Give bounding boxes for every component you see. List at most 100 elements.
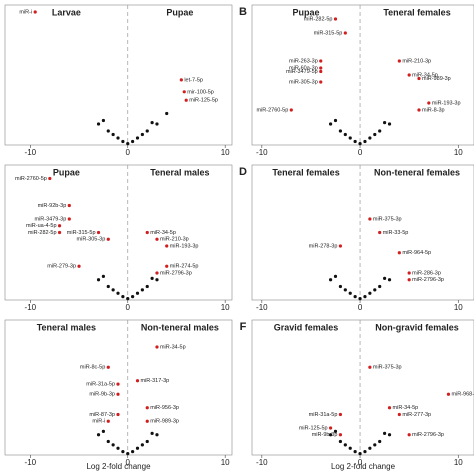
point xyxy=(368,291,372,295)
point xyxy=(150,121,154,125)
point xyxy=(353,295,357,299)
point xyxy=(155,345,159,349)
point xyxy=(333,17,338,21)
point xyxy=(417,108,421,112)
point xyxy=(319,69,323,74)
point-label: miR-375-3p xyxy=(373,216,402,222)
point xyxy=(407,433,411,437)
point xyxy=(101,429,105,433)
point xyxy=(358,297,362,301)
point xyxy=(348,136,352,140)
title-left: Teneral males xyxy=(37,322,96,332)
point xyxy=(121,139,125,144)
point xyxy=(373,288,377,292)
title-right: Non-teneral females xyxy=(374,167,460,177)
point-label: miR-125-5p xyxy=(299,425,328,431)
point xyxy=(417,76,421,81)
point xyxy=(145,439,149,444)
point xyxy=(383,276,387,280)
title-right: Teneral females xyxy=(383,7,450,17)
x-tick-label: 10 xyxy=(221,148,230,157)
title-left: Gravid females xyxy=(274,322,339,332)
point xyxy=(373,443,377,447)
point-label: mir-100-5p xyxy=(187,89,214,95)
point-label: miR-210-3p xyxy=(402,58,431,64)
point-label: miR-9b-3p xyxy=(312,432,338,438)
point xyxy=(427,101,431,105)
point xyxy=(338,129,343,133)
point xyxy=(319,66,323,70)
point xyxy=(182,90,186,94)
point-label: miR-282-5p xyxy=(28,230,57,236)
point-label: miR-31a-5p xyxy=(86,382,115,388)
point xyxy=(116,412,120,417)
point-label: miR-2796-3p xyxy=(412,277,444,283)
point-label: miR-3479-3p xyxy=(35,216,67,222)
point xyxy=(155,271,159,275)
point-label: miR-193-3p xyxy=(432,100,461,106)
point xyxy=(57,230,62,235)
point xyxy=(368,365,372,369)
point-label: let-7-5p xyxy=(184,77,203,83)
point xyxy=(155,237,159,241)
point xyxy=(387,122,392,126)
point xyxy=(145,129,149,133)
point xyxy=(135,291,140,295)
point-label: miR-60a-3p xyxy=(289,65,318,71)
point-label: miR-989-3p xyxy=(422,76,451,82)
point xyxy=(116,291,120,295)
x-axis-label: Log 2-fold change xyxy=(86,462,151,471)
title-left: Pupae xyxy=(53,167,80,177)
point xyxy=(135,379,140,383)
point xyxy=(145,419,149,423)
point xyxy=(155,122,159,126)
point-label: miR-315-5p xyxy=(67,230,96,236)
point xyxy=(184,98,188,102)
x-tick-label: 10 xyxy=(454,148,463,157)
point xyxy=(57,224,62,228)
point xyxy=(145,230,149,235)
panel-frame xyxy=(4,319,233,456)
point xyxy=(363,139,367,144)
point xyxy=(155,278,159,282)
title-right: Non-gravid females xyxy=(375,322,459,332)
point xyxy=(165,244,169,248)
point-label: miR-34-5p xyxy=(412,72,438,78)
point xyxy=(407,278,411,282)
point xyxy=(343,132,347,137)
point xyxy=(338,244,343,248)
point xyxy=(33,10,37,14)
point-label: miR-87-3p xyxy=(89,412,115,418)
point-label: miR-317-3p xyxy=(140,378,169,384)
point xyxy=(106,237,110,241)
point xyxy=(338,439,343,444)
x-tick-label: 0 xyxy=(358,148,363,157)
x-tick-label: 0 xyxy=(358,303,363,312)
point xyxy=(67,217,71,221)
point xyxy=(363,450,367,454)
point-label: miR-i xyxy=(92,419,105,425)
point xyxy=(77,264,81,268)
point xyxy=(378,284,382,289)
point-label: miR-125-5p xyxy=(189,98,218,104)
title-left: Larvae xyxy=(52,7,81,17)
point xyxy=(131,450,135,454)
point xyxy=(363,295,367,299)
panel-letter: F xyxy=(240,321,247,333)
point xyxy=(111,132,115,137)
point xyxy=(111,288,115,292)
point xyxy=(353,139,357,144)
point-label: miR-34-5p xyxy=(393,405,419,411)
point-label: miR-33-5p xyxy=(383,230,409,236)
point xyxy=(106,284,110,289)
point-label: miR-278-3p xyxy=(309,243,338,249)
point xyxy=(446,392,451,396)
point xyxy=(116,136,120,140)
x-tick-label: 0 xyxy=(126,303,131,312)
point xyxy=(338,284,343,289)
point xyxy=(343,288,347,292)
point xyxy=(373,132,377,137)
x-tick-label: 10 xyxy=(221,303,230,312)
panel-frame xyxy=(251,4,474,146)
